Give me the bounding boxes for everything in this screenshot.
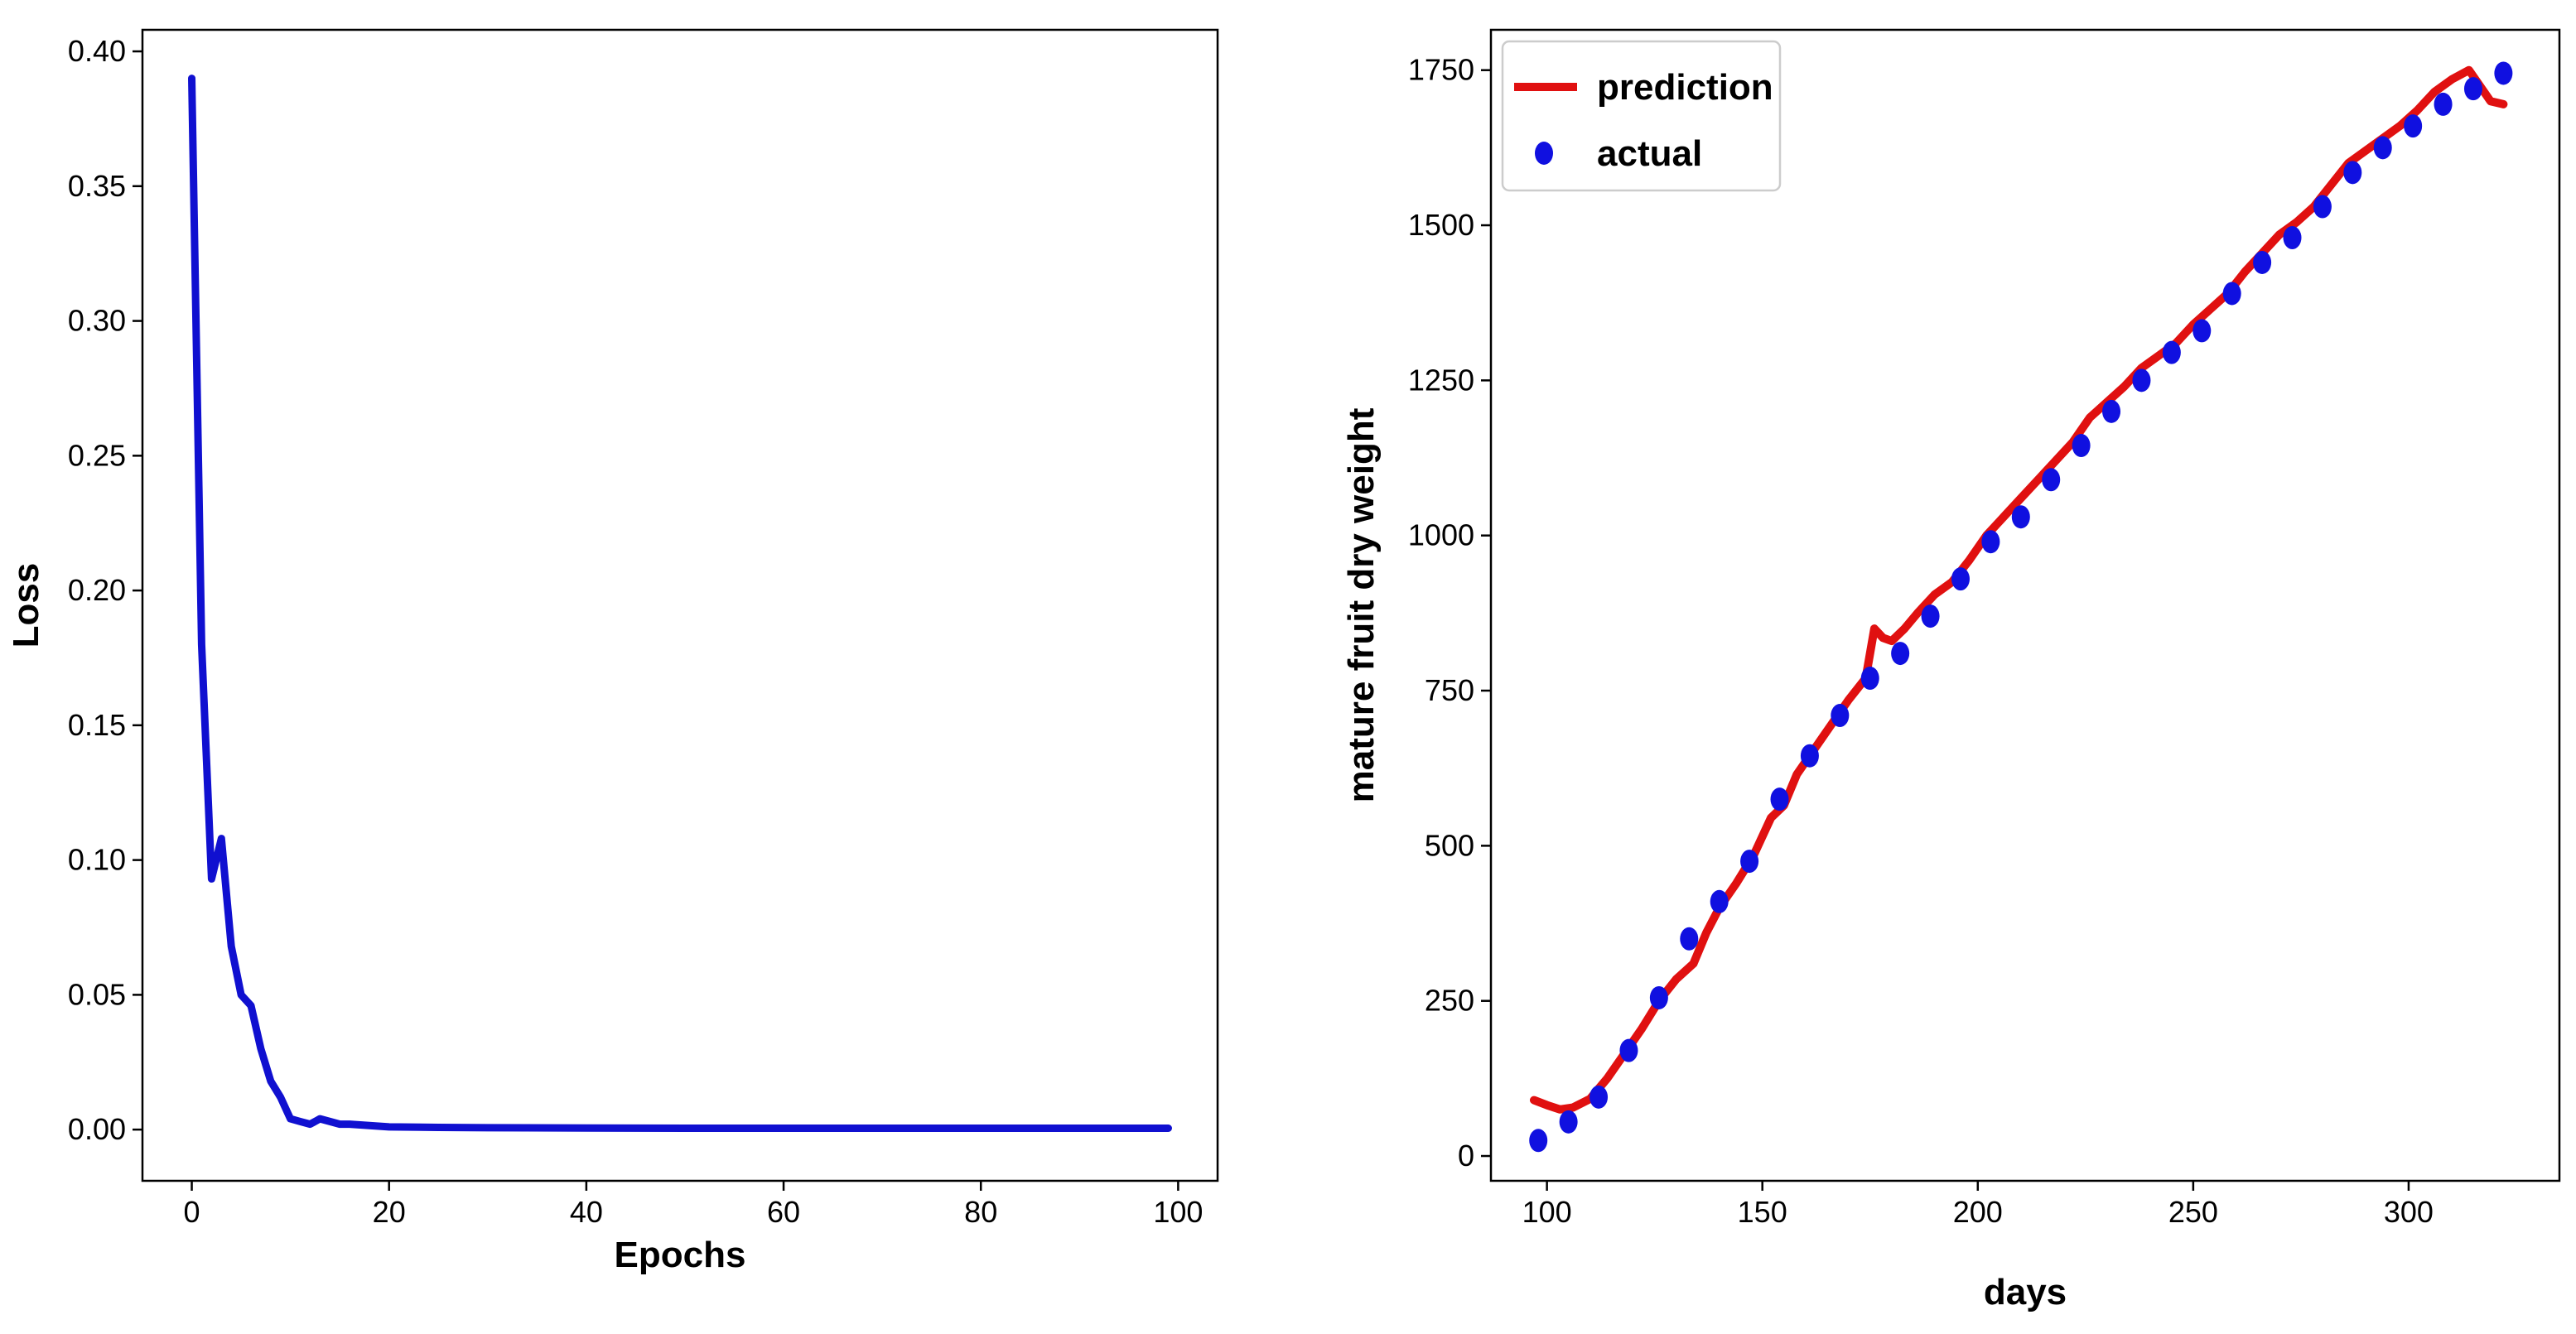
actual-point [2404,114,2423,138]
x-tick-label: 250 [2168,1195,2218,1229]
x-tick-label: 150 [1738,1195,1787,1229]
actual-point [1589,1085,1609,1109]
actual-point [2192,319,2212,343]
actual-point [2373,136,2392,160]
y-tick-label: 0.40 [68,34,126,68]
actual-point [1860,667,1879,691]
actual-point [1800,744,1819,768]
actual-point [2011,505,2030,529]
x-tick-label: 80 [964,1195,997,1229]
y-tick-label: 1500 [1408,208,1474,242]
x-axis-label: days [1984,1272,2067,1312]
legend-marker-actual [1535,142,1553,165]
x-tick-label: 40 [570,1195,603,1229]
y-axis-label: mature fruit dry weight [1341,407,1382,802]
actual-point [1559,1110,1578,1134]
actual-point [1981,530,2000,554]
x-tick-label: 200 [1953,1195,2003,1229]
actual-point [2434,92,2453,116]
actual-point [2162,340,2181,364]
actual-point [2494,61,2513,85]
actual-point [2042,468,2061,492]
actual-point [2463,77,2482,101]
x-tick-label: 100 [1153,1195,1203,1229]
plot-area [188,75,1172,1132]
legend-label: actual [1597,133,1702,174]
actual-point [2313,195,2332,219]
actual-point [1770,787,1789,811]
legend-label: prediction [1597,67,1773,108]
actual-point [2132,368,2151,392]
actual-point [1680,927,1699,951]
actual-point [2222,282,2241,306]
actual-point [1710,889,1729,913]
plot-frame [1489,28,2561,1182]
x-tick-label: 300 [2384,1195,2434,1229]
actual-point [2283,226,2302,250]
x-tick-label: 20 [373,1195,406,1229]
actual-point [1740,850,1759,874]
plot-area [1529,61,2513,1153]
actual-point [1831,704,1850,728]
x-axis-label: Epochs [615,1235,746,1275]
y-tick-label: 0.25 [68,438,126,472]
y-tick-label: 250 [1425,984,1474,1018]
y-tick-label: 0.35 [68,169,126,203]
actual-point [2253,250,2272,274]
actual-point [2343,161,2362,185]
x-tick-label: 60 [767,1195,800,1229]
actual-point [1951,567,1970,591]
y-tick-label: 1750 [1408,53,1474,87]
y-tick-label: 0.00 [68,1112,126,1146]
chart-1: 0 20 40 60 80 100 0.00 0.05 0.10 0.15 0.20 0.25 0.30… [6,28,1219,1275]
y-axis-label: Loss [6,563,46,648]
actual-point [1619,1038,1638,1062]
legend: prediction actual [1501,40,1782,192]
y-tick-label: 0.15 [68,708,126,742]
actual-point [1529,1129,1548,1153]
y-tick-label: 0.05 [68,977,126,1011]
actual-point [1891,642,1910,666]
chart-2: 100 150 200 250 300 0 250 500 750 1000 1250 1500 175… [1341,28,2561,1312]
plot-frame [141,28,1219,1182]
actual-point [2102,399,2121,423]
y-tick-label: 1000 [1408,518,1474,552]
y-tick-label: 500 [1425,828,1474,862]
actual-point [2072,434,2091,458]
x-tick-label: 0 [184,1195,200,1229]
prediction-line [1530,65,2508,1114]
y-tick-label: 1250 [1408,363,1474,397]
y-tick-label: 0.20 [68,573,126,607]
actual-point [1921,604,1940,628]
legend-box [1501,40,1782,192]
y-tick-label: 0 [1458,1139,1474,1173]
actual-point [1649,985,1668,1009]
loss-line [188,75,1172,1132]
x-tick-label: 100 [1522,1195,1572,1229]
y-tick-label: 750 [1425,673,1474,707]
y-tick-label: 0.30 [68,304,126,338]
y-tick-label: 0.10 [68,843,126,877]
